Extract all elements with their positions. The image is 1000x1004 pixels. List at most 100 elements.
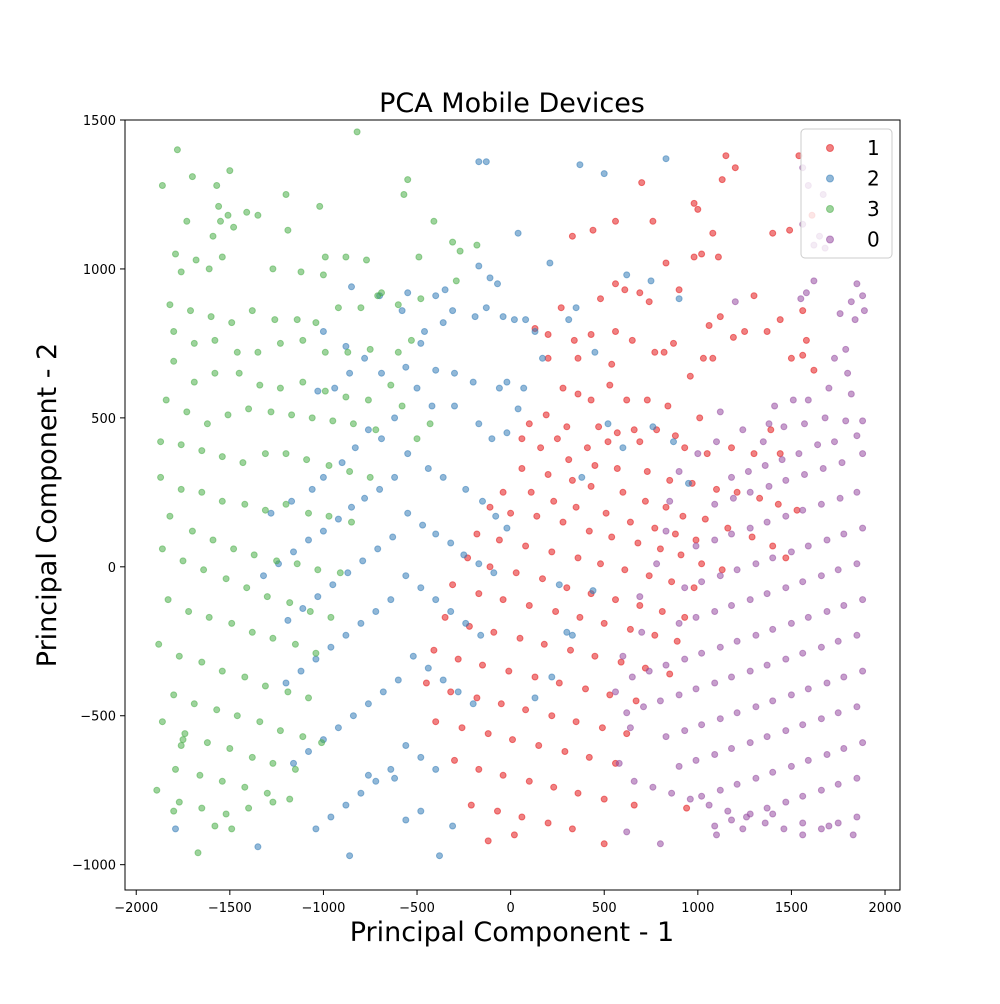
- point-series-3-94: [218, 497, 226, 505]
- point-series-2-46: [503, 429, 511, 437]
- point-series-0-31: [853, 432, 861, 440]
- point-series-2-123: [327, 813, 335, 821]
- point-series-2-131: [436, 852, 443, 860]
- x-tick-label: 500: [592, 901, 617, 916]
- point-series-3-163: [211, 822, 219, 830]
- legend: 1 2 3 0: [800, 128, 893, 259]
- point-series-1-189: [585, 753, 593, 761]
- point-series-3-77: [329, 417, 337, 425]
- point-series-3-36: [452, 277, 460, 285]
- point-series-1-70: [537, 444, 545, 452]
- point-series-0-28: [821, 414, 829, 422]
- point-series-2-33: [402, 363, 410, 371]
- point-series-2-127: [364, 771, 372, 779]
- point-series-1-142: [636, 602, 644, 609]
- point-series-3-4: [158, 182, 166, 189]
- point-series-0-177: [653, 560, 661, 568]
- point-series-0-183: [716, 408, 724, 416]
- x-tick-label: 2000: [868, 901, 901, 916]
- point-series-1-8: [589, 226, 597, 234]
- point-series-1-79: [776, 450, 784, 458]
- point-series-3-128: [175, 652, 183, 660]
- point-series-1-108: [572, 503, 580, 511]
- point-series-2-137: [568, 631, 576, 639]
- point-series-2-105: [439, 676, 447, 684]
- point-series-0-136: [769, 768, 777, 776]
- point-series-2-100: [312, 655, 320, 663]
- point-series-2-121: [357, 789, 365, 797]
- point-series-0-116: [716, 715, 724, 723]
- point-series-2-68: [334, 515, 342, 523]
- point-series-1-123: [698, 560, 706, 568]
- point-series-3-1: [353, 128, 361, 136]
- point-series-1-110: [626, 518, 634, 526]
- point-series-2-14: [348, 283, 355, 291]
- point-series-0-171: [615, 759, 623, 767]
- point-series-0-17: [842, 345, 850, 353]
- point-series-2-45: [488, 435, 496, 443]
- point-series-0-97: [799, 649, 807, 657]
- point-series-3-168: [426, 420, 434, 428]
- point-series-3-61: [211, 369, 219, 377]
- point-series-1-6: [694, 205, 702, 213]
- point-series-3-16: [404, 176, 412, 184]
- point-series-0-7: [853, 280, 861, 288]
- point-series-3-132: [261, 682, 269, 690]
- point-series-2-79: [475, 560, 483, 568]
- point-series-0-140: [698, 792, 706, 800]
- point-series-0-154: [780, 825, 788, 833]
- point-series-0-16: [731, 298, 739, 306]
- point-series-3-100: [348, 518, 355, 526]
- point-series-1-105: [499, 488, 507, 496]
- point-series-0-132: [840, 745, 848, 752]
- point-series-3-169: [413, 435, 421, 443]
- point-series-1-141: [612, 596, 619, 604]
- point-series-0-179: [666, 497, 674, 505]
- point-series-0-42: [801, 471, 808, 478]
- point-series-3-173: [407, 336, 415, 344]
- point-series-1-118: [585, 527, 593, 535]
- point-series-1-147: [499, 596, 507, 604]
- series-3: [153, 128, 481, 857]
- point-series-1-130: [597, 560, 604, 568]
- point-series-1-80: [767, 426, 775, 434]
- point-series-1-41: [628, 336, 636, 344]
- point-series-0-62: [787, 548, 795, 556]
- point-series-2-109: [379, 688, 387, 696]
- point-series-2-122: [342, 801, 350, 809]
- point-series-1-176: [473, 694, 481, 702]
- point-series-3-151: [196, 771, 204, 779]
- point-series-0-184: [739, 426, 747, 434]
- point-series-3-41: [248, 307, 256, 315]
- point-series-1-1: [731, 164, 739, 172]
- point-series-3-134: [305, 694, 312, 702]
- point-series-1-129: [574, 554, 582, 562]
- point-series-1-31: [699, 354, 707, 362]
- point-series-1-97: [641, 497, 649, 505]
- point-series-0-158: [705, 801, 713, 809]
- point-series-2-74: [404, 509, 412, 517]
- point-series-0-67: [698, 578, 706, 586]
- point-series-0-165: [799, 819, 807, 827]
- point-series-0-39: [859, 450, 867, 458]
- point-series-3-12: [254, 211, 262, 219]
- point-series-0-100: [746, 667, 754, 675]
- point-series-3-102: [188, 527, 196, 535]
- series-2: [172, 155, 692, 860]
- point-series-3-130: [218, 667, 226, 675]
- point-series-0-94: [853, 631, 861, 639]
- point-series-2-43: [451, 402, 458, 410]
- point-series-0-127: [728, 745, 735, 752]
- point-series-2-69: [319, 527, 327, 535]
- point-series-0-182: [713, 438, 720, 446]
- point-series-1-133: [668, 578, 676, 586]
- legend-marker-3: [826, 205, 834, 213]
- series-0: [612, 164, 868, 848]
- point-series-3-114: [243, 584, 251, 592]
- point-series-1-175: [447, 688, 455, 696]
- point-series-2-143: [670, 438, 677, 446]
- point-series-2-139: [555, 581, 563, 589]
- point-series-0-64: [752, 560, 760, 568]
- point-series-2-93: [462, 619, 470, 627]
- point-series-2-37: [495, 384, 503, 392]
